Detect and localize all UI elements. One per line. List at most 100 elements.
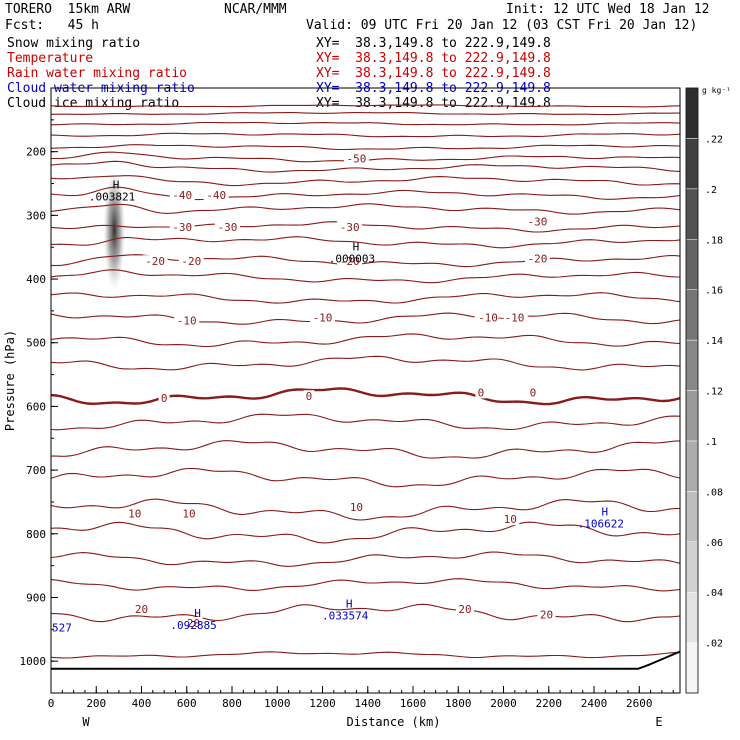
max-marker-value: .106622 (578, 518, 624, 531)
isotherm-line (50, 355, 681, 371)
isotherm-label-bg (178, 255, 204, 268)
max-marker-value: .092885 (170, 619, 216, 632)
x-tick-label: 2200 (536, 697, 563, 710)
isotherm-line (50, 603, 681, 623)
valid-time: Valid: 09 UTC Fri 20 Jan 12 (03 CST Fri … (306, 18, 698, 33)
colorbar-segment (685, 289, 699, 341)
terrain-surface-line (51, 650, 681, 670)
isotherm-label: 0 (161, 392, 168, 405)
west-label: W (82, 715, 90, 729)
colorbar-tick-label: .1 (705, 437, 717, 448)
isotherm-label-bg (343, 152, 369, 165)
max-marker-value: .003821 (89, 190, 135, 203)
isotherm-label-bg (180, 507, 199, 520)
x-tick-label: 1200 (309, 697, 336, 710)
x-tick-label: 1000 (264, 697, 291, 710)
isotherm-label: -20 (528, 253, 548, 266)
isotherm-label-bg (337, 220, 363, 233)
isotherm-label: 20 (458, 603, 471, 616)
isotherm-label-bg (474, 311, 528, 324)
colorbar-segment (685, 440, 699, 492)
isotherm-label-bg (203, 188, 229, 201)
colorbar-segment (685, 87, 699, 139)
colorbar-tick-label: .04 (705, 588, 723, 599)
colorbar-tick-label: .12 (705, 387, 723, 398)
isotherm-label-bg (125, 507, 144, 520)
snow-mixing-ratio-shading (103, 175, 126, 297)
isotherm-label: -20 (340, 255, 360, 268)
x-tick-label: 2600 (626, 697, 653, 710)
isotherm-label-bg (524, 252, 550, 265)
colorbar-segment (685, 390, 699, 442)
isotherm-label: 10 (182, 507, 195, 520)
max-marker-h: H (353, 241, 360, 254)
isotherm-line (50, 333, 681, 348)
max-marker-h: H (113, 178, 120, 191)
isotherm-line (50, 160, 681, 173)
isotherm-label: -30 (340, 221, 360, 234)
max-marker-value: 527 (52, 621, 72, 634)
isotherm-label: -10 (177, 314, 197, 327)
x-tick-label: 800 (222, 697, 242, 710)
legend-cloud-ice: Cloud ice mixing ratio (7, 96, 180, 111)
x-tick-label: 600 (177, 697, 197, 710)
isotherm-label-bg (303, 390, 315, 403)
isotherm-line (50, 521, 681, 544)
colorbar-tick-label: .18 (705, 235, 723, 246)
isotherm-line (50, 175, 681, 187)
colorbar-segment (685, 541, 699, 593)
isotherm-label: -30 (172, 221, 192, 234)
isotherm-line (50, 132, 681, 138)
forecast-hour: Fcst: 45 h (5, 18, 99, 33)
model-title: TORERO 15km ARW (5, 2, 131, 17)
colorbar-segment (685, 642, 699, 694)
isotherm-label-bg (501, 513, 520, 526)
isotherm-label: -10~-10 (478, 311, 524, 324)
colorbar-tick-label: .16 (705, 286, 723, 297)
isotherm-line (50, 221, 681, 233)
colorbar-segment (685, 239, 699, 290)
isotherm-label: -40 (206, 189, 226, 202)
x-axis-title: Distance (km) (347, 715, 441, 729)
isotherm-line (50, 104, 681, 108)
colorbar-tick-label: .2 (705, 185, 717, 196)
colorbar-tick-label: .06 (705, 538, 723, 549)
isotherm-label: 10 (504, 513, 517, 526)
isotherm-label: -30 (218, 221, 238, 234)
isotherm-line (50, 203, 681, 215)
isotherm-label-bg (310, 311, 336, 324)
colorbar-tick-label: .02 (705, 639, 723, 650)
max-marker-value: .033574 (322, 609, 369, 622)
isotherm-label: -50 (347, 153, 367, 166)
x-tick-label: 1600 (400, 697, 427, 710)
isotherm-label: -20 (145, 255, 165, 268)
isotherm-line (50, 269, 681, 284)
isotherm-label-bg (169, 220, 195, 233)
isotherm-line (50, 498, 681, 521)
isotherm-line (50, 111, 680, 116)
isotherm-label-bg (169, 188, 195, 201)
plot-frame (50, 87, 681, 694)
isotherm-label-bg (475, 386, 487, 399)
x-tick-label: 0 (48, 697, 55, 710)
isotherm-line (51, 440, 681, 459)
colorbar-segment (685, 138, 699, 190)
isotherm-label-bg (174, 314, 200, 327)
legend-rain: Rain water mixing ratio (7, 66, 188, 81)
y-tick-label: 400 (26, 273, 46, 286)
isotherm-line (50, 236, 681, 249)
isotherm-label: 0 (306, 390, 313, 403)
isotherm-label: -10 (313, 311, 333, 324)
isotherm-label: 10 (350, 501, 363, 514)
isotherm-line (50, 578, 681, 592)
xy-snow: XY= 38.3,149.8 to 222.9,149.8 (316, 36, 551, 51)
max-marker-h: H (601, 506, 608, 519)
xy-temperature: XY= 38.3,149.8 to 222.9,149.8 (316, 51, 551, 66)
isotherm-line (50, 121, 681, 126)
y-tick-label: 300 (26, 209, 46, 222)
y-tick-label: 600 (26, 400, 46, 413)
isotherm-label-bg (337, 255, 363, 268)
xy-rain: XY= 38.3,149.8 to 222.9,149.8 (316, 66, 551, 81)
isotherm-label: 20 (135, 603, 148, 616)
legend-temperature: Temperature (7, 51, 94, 66)
